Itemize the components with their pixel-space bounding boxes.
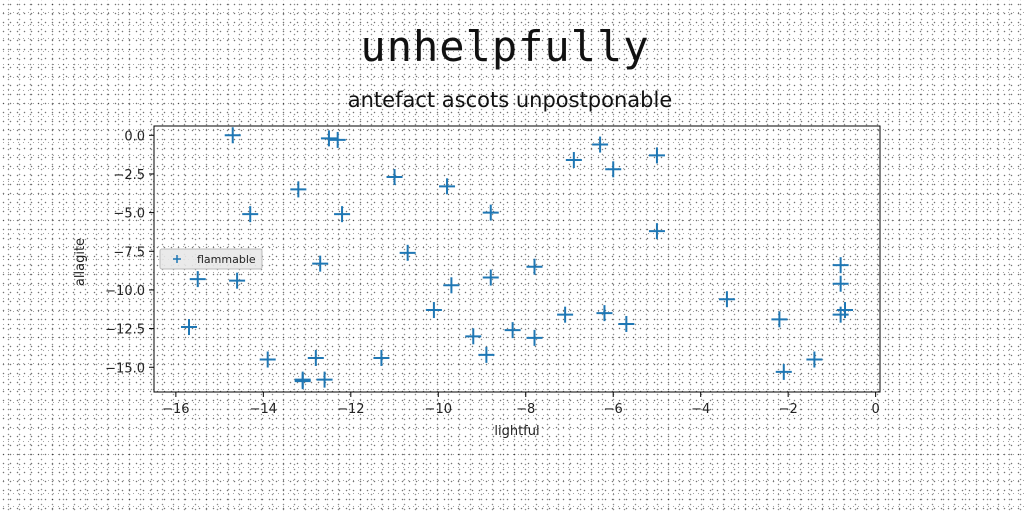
chart-subtitle: antefact ascots unpostponable [347,88,673,112]
x-tick-label: −8 [516,402,535,417]
data-point [482,269,499,286]
y-tick-label: −15.0 [105,361,145,376]
data-point [242,206,259,223]
data-point [386,169,403,186]
x-tick-label: −2 [779,402,798,417]
data-point [259,351,276,368]
legend-marker [173,255,181,263]
data-point [526,258,543,275]
data-point [180,319,197,336]
data-point [648,147,665,164]
data-point [312,255,329,272]
x-tick-label: −12 [337,402,364,417]
data-point [837,302,854,319]
legend: flammable [159,248,263,270]
data-point [592,136,609,153]
data-point [329,131,346,148]
data-point [373,349,390,366]
x-tick-label: −10 [425,402,452,417]
y-axis: 0.0 −2.5 −5.0 −7.5 −10.0 −12.5 −15.0 [105,129,154,376]
data-point [482,204,499,221]
y-tick-label: −2.5 [113,168,145,183]
x-axis-label: lightful [494,424,539,439]
data-point [465,328,482,345]
data-point [832,257,849,274]
data-point [316,371,333,388]
data-point [443,277,460,294]
data-point [771,311,788,328]
data-point [806,351,823,368]
points-layer [180,127,854,390]
data-point [189,271,206,288]
x-tick-label: −4 [691,402,710,417]
y-axis-label: allagite [73,238,88,286]
data-point [596,305,613,322]
x-axis: −16 −14 −12 −10 −8 −6 −4 −2 0 [162,392,880,417]
legend-plus-icon [173,255,181,263]
data-point [718,291,735,308]
data-point [504,322,521,339]
data-point [290,181,307,198]
data-point [618,315,635,332]
data-point [320,130,337,147]
data-point [775,363,792,380]
chart-title: unhelpfully [360,22,650,71]
y-tick-label: −5.0 [113,207,145,222]
data-point [399,244,416,261]
data-point [425,302,442,319]
data-point [229,272,246,289]
data-point [294,371,311,388]
y-tick-label: 0.0 [124,129,145,144]
legend-box [159,248,263,270]
y-tick-label: −10.0 [105,284,145,299]
data-point [832,275,849,292]
legend-label: flammable [197,253,256,266]
data-point [605,161,622,178]
data-point [565,152,582,169]
x-tick-label: 0 [871,402,879,417]
y-tick-label: −7.5 [113,245,145,260]
x-tick-label: −16 [162,402,189,417]
data-point [307,349,324,366]
y-tick-label: −12.5 [105,323,145,338]
data-point [526,329,543,346]
x-tick-label: −6 [604,402,623,417]
plot-frame [153,125,881,393]
data-point [557,306,574,323]
data-point [478,346,495,363]
x-tick-label: −14 [250,402,277,417]
data-point [439,178,456,195]
data-point [334,206,351,223]
data-point [224,127,241,144]
data-point [648,223,665,240]
